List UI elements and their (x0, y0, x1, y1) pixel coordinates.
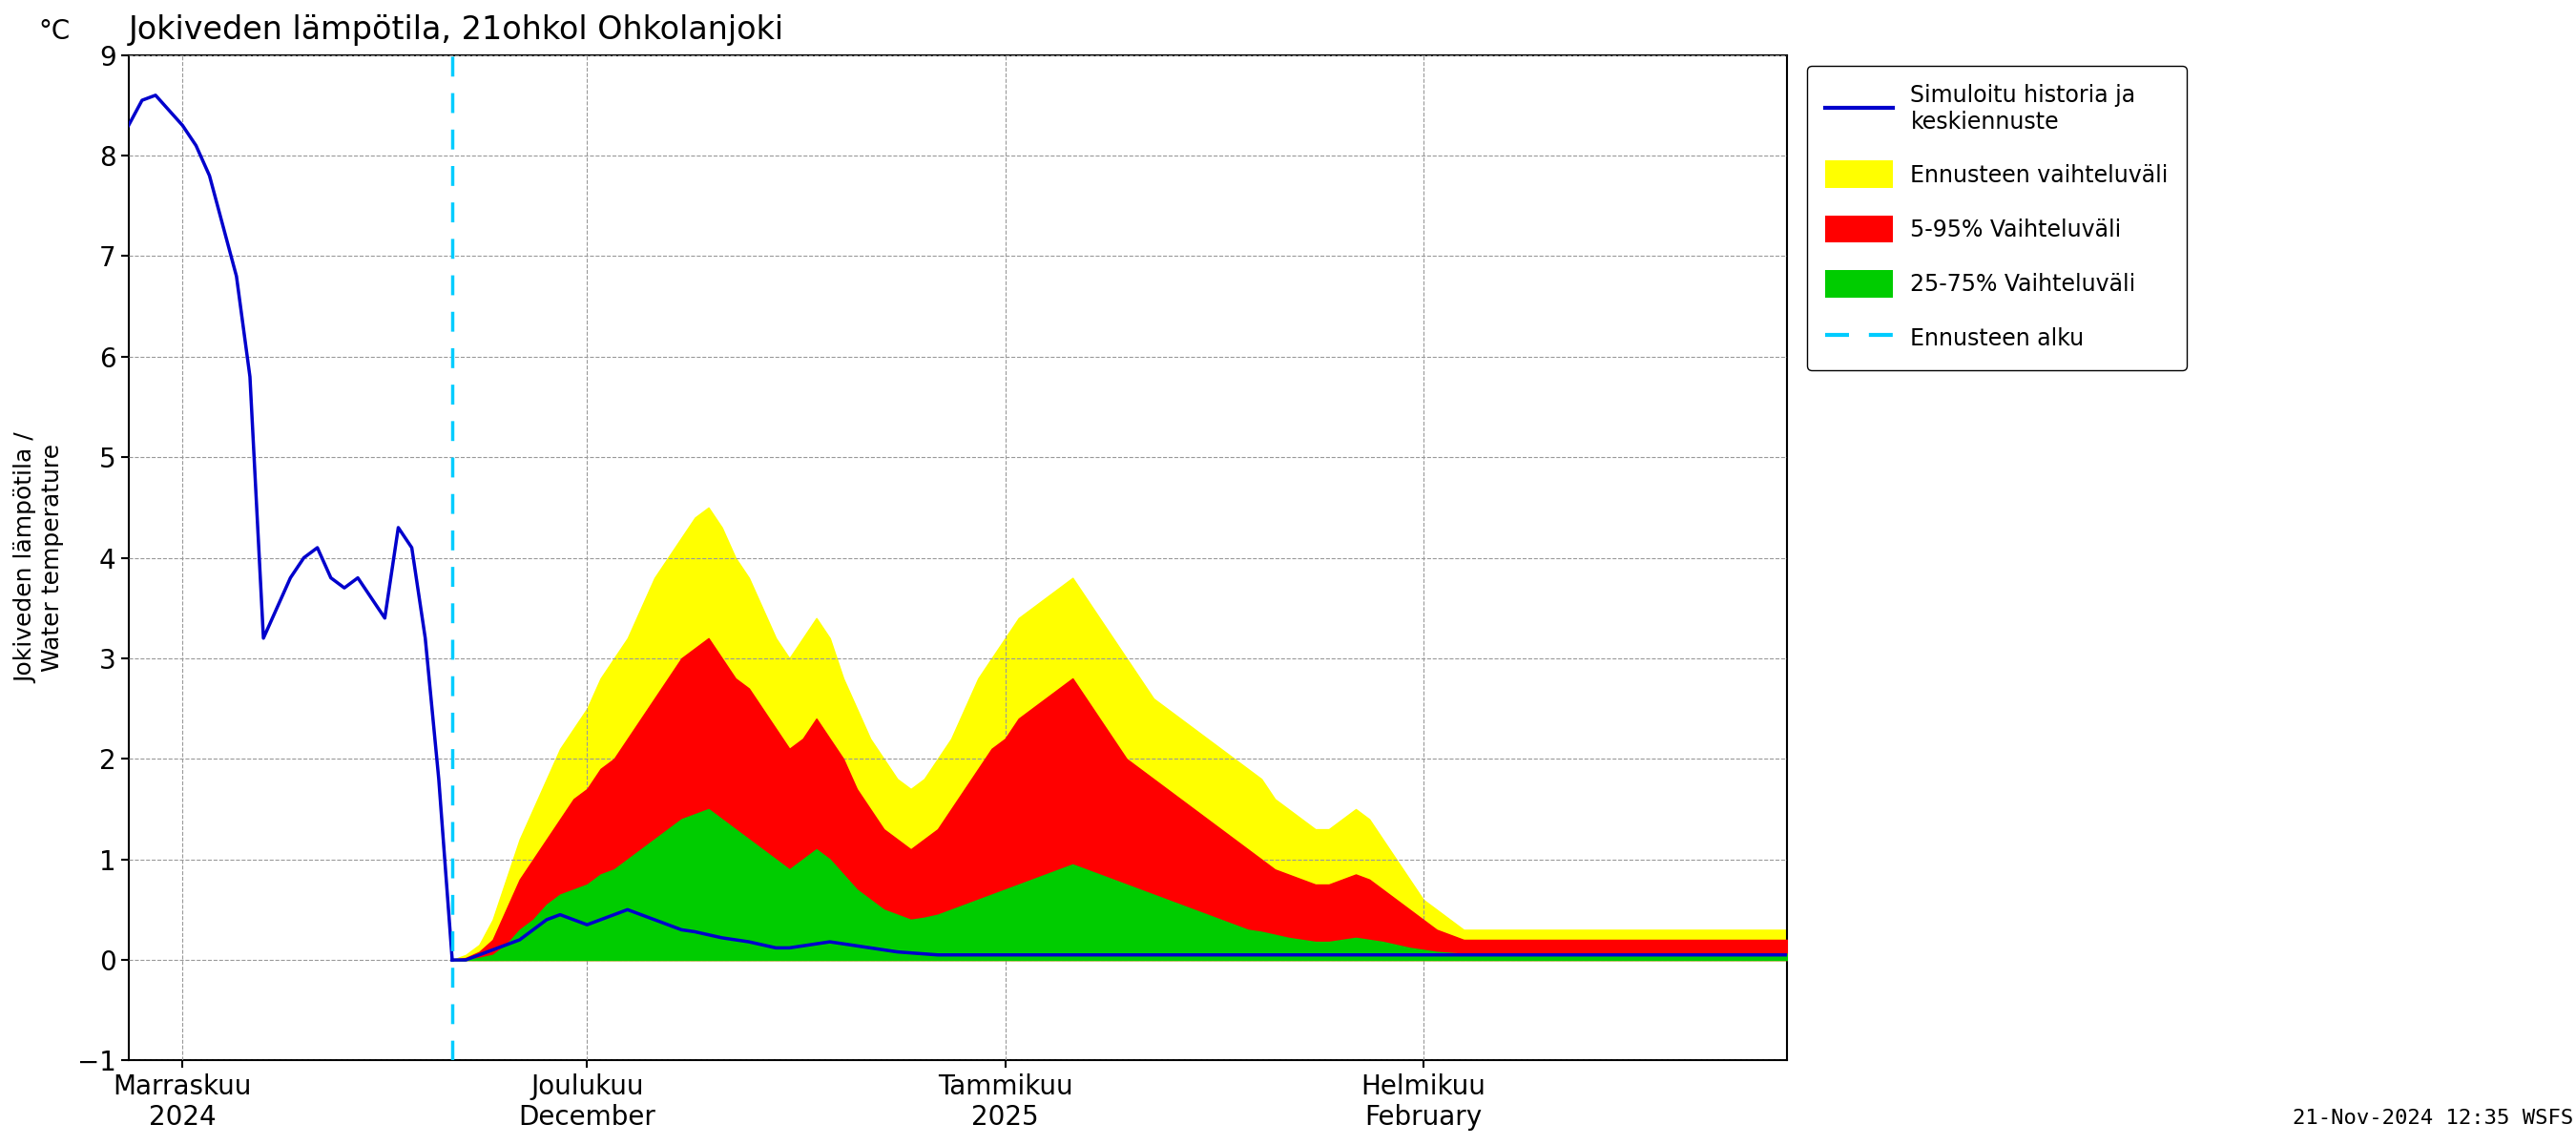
Text: Jokiveden lämpötila, 21ohkol Ohkolanjoki: Jokiveden lämpötila, 21ohkol Ohkolanjoki (129, 14, 783, 46)
Y-axis label: Jokiveden lämpötila /
Water temperature: Jokiveden lämpötila / Water temperature (15, 433, 64, 684)
Text: 21-Nov-2024 12:35 WSFS-O: 21-Nov-2024 12:35 WSFS-O (2293, 1108, 2576, 1128)
Text: °C: °C (39, 18, 70, 45)
Legend: Simuloitu historia ja
keskiennuste, Ennusteen vaihteluväli, 5-95% Vaihteluväli, : Simuloitu historia ja keskiennuste, Ennu… (1806, 66, 2187, 370)
